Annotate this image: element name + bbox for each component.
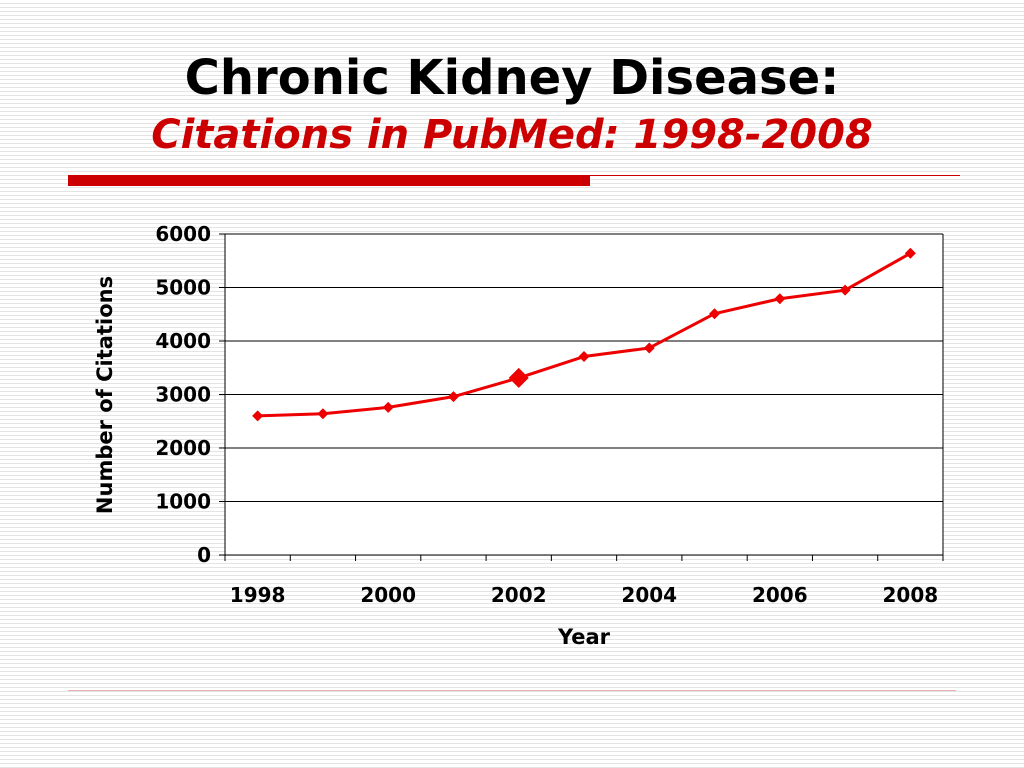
x-axis-label: Year: [557, 625, 611, 649]
data-point: [774, 293, 786, 305]
x-tick-label: 2004: [621, 583, 677, 607]
data-point: [839, 284, 851, 296]
x-tick-label: 2002: [491, 583, 547, 607]
y-tick-label: 3000: [155, 383, 211, 407]
data-points: [252, 247, 916, 422]
data-point: [643, 342, 655, 354]
data-point: [317, 408, 329, 420]
y-tick-label: 0: [197, 543, 211, 567]
gridlines: [225, 233, 943, 502]
data-point-highlighted: [508, 367, 529, 388]
x-tick-labels: 1998 2000 2002 2004 2006 2008: [230, 583, 938, 607]
data-point: [252, 410, 264, 422]
y-axis-label: Number of Citations: [93, 276, 117, 514]
data-point: [447, 391, 459, 403]
title-underline-thick: [68, 175, 590, 186]
data-point: [709, 308, 721, 320]
y-tick-label: 6000: [155, 222, 211, 246]
y-tick-label: 1000: [155, 490, 211, 514]
y-tick-label: 4000: [155, 329, 211, 353]
title-underline-thin: [590, 175, 960, 176]
x-tick-label: 2006: [752, 583, 808, 607]
slide-subtitle: Citations in PubMed: 1998-2008: [151, 112, 873, 158]
x-tick-label: 2008: [883, 583, 939, 607]
data-point: [578, 351, 590, 363]
slide-title: Chronic Kidney Disease:: [184, 50, 840, 106]
data-point: [904, 247, 916, 259]
y-tick-label: 5000: [155, 276, 211, 300]
y-tick-label: 2000: [155, 436, 211, 460]
x-tick-label: 1998: [230, 583, 286, 607]
footer-rule: [68, 690, 956, 691]
y-tick-labels: 0 1000 2000 3000 4000 5000 6000: [155, 222, 211, 567]
data-point: [382, 401, 394, 413]
x-tick-label: 2000: [360, 583, 416, 607]
axes: [219, 233, 944, 561]
